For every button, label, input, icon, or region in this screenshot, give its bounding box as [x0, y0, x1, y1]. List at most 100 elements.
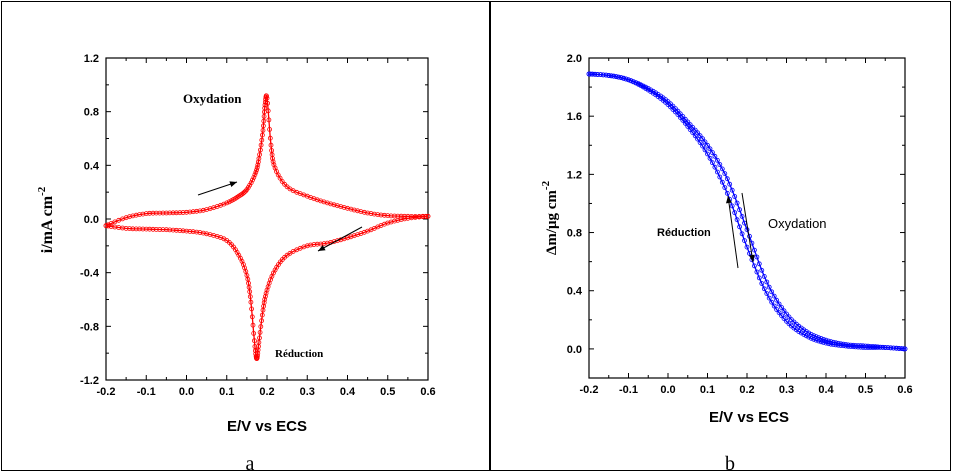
panel-b-data-point: [752, 263, 757, 269]
panel-b-data-point: [737, 224, 742, 230]
panel-b-data-point: [888, 345, 894, 351]
panel-b-data-point: [761, 273, 767, 279]
panel-b-data-point: [643, 84, 649, 90]
panel-b-data-point: [732, 194, 738, 199]
panel-b-data-point: [781, 308, 787, 314]
panel-a-x-tick-label: 0.0: [179, 386, 194, 398]
panel-a-data-point: [261, 114, 267, 119]
panel-b-data-point: [675, 108, 681, 114]
panel-a-x-tick-label: -0.1: [137, 386, 156, 398]
panel-a-data-point: [398, 213, 404, 219]
panel-b-data-point: [633, 80, 639, 85]
panel-a-data-point: [200, 207, 206, 213]
panel-b-data-point: [626, 77, 631, 83]
panel-b-data-point: [700, 136, 705, 142]
panel-a-data-point: [127, 226, 132, 232]
panel-a-x-tick-label: 0.5: [380, 386, 395, 398]
panel-a-data-point: [402, 216, 407, 222]
panel-b-data-point: [707, 155, 713, 161]
panel-a-data-point: [254, 165, 260, 170]
panel-a-xlabel: E/V vs ECS: [227, 418, 307, 435]
panel-a-data-point: [331, 202, 337, 208]
panel-a-reduction-arrow-icon-head: [318, 245, 326, 251]
panel-a-data-point: [248, 299, 254, 305]
panel-a-data-point: [184, 209, 189, 215]
panel-b-x-tick-label: 0.1: [700, 384, 715, 396]
panel-a-data-point: [157, 227, 163, 232]
panel-b-data-point: [613, 74, 619, 80]
panel-a-reduction-arrow-icon: [317, 226, 363, 252]
panel-b-x-tick-label: -0.1: [619, 384, 638, 396]
panel-a-data-point: [140, 211, 146, 217]
panel-b-data-point: [734, 200, 740, 206]
panel-a-data-point: [267, 126, 273, 132]
panel-a-data-point: [143, 226, 149, 232]
panel-a-data-point: [392, 218, 397, 224]
panel-a-data-point: [258, 142, 264, 148]
panel-b-data-point: [779, 313, 784, 319]
panel-a-data-point: [260, 307, 266, 313]
panel-b-x-tick-label: 0.4: [818, 384, 834, 396]
panel-b-data-point: [616, 74, 621, 80]
panel-b-data-point: [650, 88, 656, 94]
panel-b-data-point: [759, 281, 765, 286]
panel-b-data-point: [818, 339, 824, 345]
panel-a-data-point: [127, 214, 132, 220]
panel-b-data-point: [744, 244, 750, 250]
panel-b-data-point: [687, 122, 693, 128]
panel-b-oxidation-label: Oxydation: [768, 216, 827, 231]
panel-a-data-point: [251, 338, 257, 344]
panel-a-data-point: [130, 213, 136, 219]
panel-a-data-point: [255, 347, 261, 353]
panel-b-data-point: [771, 293, 777, 299]
panel-b-y-tick-label: 0.8: [567, 228, 582, 240]
panel-a-data-point: [197, 208, 203, 214]
panel-b-data-point: [821, 336, 826, 342]
panel-a-data-point: [177, 210, 183, 216]
panel-a-data-point: [392, 213, 397, 219]
panel-b-data-point: [673, 106, 678, 111]
panel-b-data-point: [816, 335, 821, 341]
panel-b-data-point: [756, 261, 762, 267]
panel-b-data-point: [786, 314, 792, 320]
panel-a-data-point: [348, 206, 354, 212]
panel-b-data-point: [648, 87, 654, 93]
panel-b-data-point: [719, 166, 725, 172]
panel-b-data-point: [826, 338, 831, 344]
panel-b-y-tick-label: 1.6: [567, 111, 582, 123]
panel-a-data-point: [270, 155, 275, 161]
panel-a-data-point: [262, 296, 268, 302]
panel-b-data-point: [742, 238, 747, 244]
panel-b-data-point: [801, 331, 807, 337]
panel-b-data-point: [608, 73, 614, 79]
panel-a-data-point: [259, 312, 265, 318]
panel-b-data-point: [621, 76, 626, 81]
panel-a-data-point: [265, 100, 271, 106]
panel-a-y-tick-label: 1.2: [84, 53, 99, 65]
panel-b-data-point: [717, 162, 723, 167]
panel-b-data-point: [595, 72, 600, 77]
panel-a-oxidation-label: Oxydation: [183, 91, 242, 106]
panel-a-data-point: [130, 226, 136, 232]
panel-a-data-point: [257, 147, 263, 153]
panel-a-data-point: [258, 324, 264, 330]
panel-a-data-point: [255, 162, 261, 168]
panel-b-data-point: [724, 176, 730, 182]
panel-b-data-point: [724, 190, 730, 196]
panel-b-data-point: [779, 305, 784, 310]
panel-b-data-point: [603, 72, 609, 78]
panel-b-data-point: [697, 133, 703, 139]
panel-b-data-point: [808, 331, 814, 337]
panel-b-data-point: [789, 317, 794, 323]
panel-b-data-point: [707, 146, 713, 152]
panel-b-ylabel: Δm/μg cm-2: [540, 180, 560, 255]
panel-b-oxidation-arrow-icon-head: [748, 254, 755, 262]
panel-b-data-point: [628, 78, 634, 84]
panel-a-y-tick-label: 0.4: [84, 160, 100, 172]
panel-b-data-point: [690, 125, 696, 130]
panel-a-x-tick-label: 0.1: [219, 386, 234, 398]
panel-b-data-point: [813, 334, 819, 340]
panel-a-data-point: [267, 135, 273, 141]
